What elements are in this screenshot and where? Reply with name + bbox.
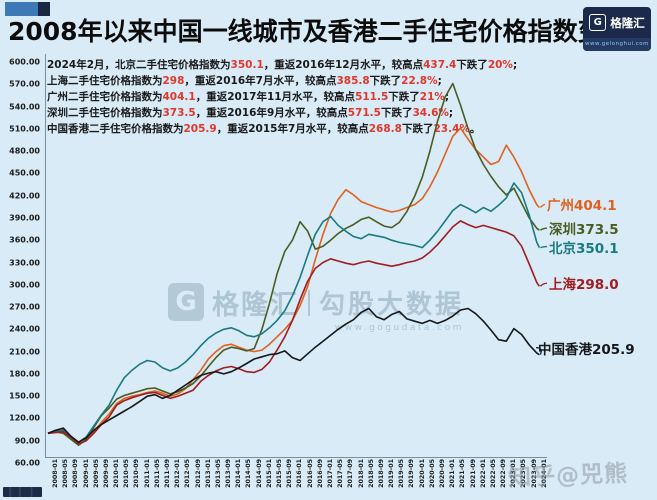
series-label-hongkong: 中国香港205.9 xyxy=(538,341,635,358)
x-axis-label: 2019-01 xyxy=(388,459,396,488)
header-decoration-navy xyxy=(38,2,50,16)
x-axis-label: 2016-05 xyxy=(306,459,314,488)
annotation-lines: 2024年2月，北京二手住宅价格指数为350.1，重返2016年12月水平，较高… xyxy=(47,57,517,137)
x-axis-label: 2020-01 xyxy=(418,459,426,488)
corner-badge-icon xyxy=(3,487,42,497)
y-axis-label: 330.00 xyxy=(9,258,40,267)
x-axis-label: 2021-01 xyxy=(449,459,457,488)
series-label-shenzhen: 深圳373.5 xyxy=(549,222,619,239)
x-axis-label: 2014-09 xyxy=(255,459,263,488)
x-axis-label: 2012-01 xyxy=(174,459,182,488)
watermark-divider xyxy=(308,289,310,316)
y-axis-label: 420.00 xyxy=(9,191,40,201)
y-axis-label: 450.00 xyxy=(9,168,40,178)
y-axis-label: 150.00 xyxy=(9,391,40,401)
gelonghui-logo-url: www.gelonghui.com xyxy=(583,38,651,51)
x-axis-label: 2018-01 xyxy=(357,459,365,488)
x-axis-label: 2019-05 xyxy=(398,459,406,488)
x-axis-label: 2011-01 xyxy=(143,459,151,488)
x-axis-label: 2022-09 xyxy=(500,459,508,488)
gelonghui-logo-name: 格隆汇 xyxy=(610,15,645,30)
x-axis-label: 2014-05 xyxy=(245,459,253,488)
page-title: 2008年以来中国一线城市及香港二手住宅价格指数变化 xyxy=(8,17,628,46)
x-axis-label: 2022-01 xyxy=(479,459,487,488)
watermark-brand: 格隆汇 xyxy=(212,290,299,321)
x-axis-label: 2011-09 xyxy=(164,459,172,488)
x-axis-label: 2017-01 xyxy=(326,459,334,488)
x-axis-label: 2012-05 xyxy=(184,459,192,488)
x-axis-label: 2020-05 xyxy=(428,459,436,488)
watermark-suffix: 勾股大数据 xyxy=(319,290,465,320)
gelonghui-g-icon: G xyxy=(589,14,607,31)
x-axis-label: 2022-05 xyxy=(489,459,497,488)
y-axis-label: 180.00 xyxy=(9,369,40,379)
y-axis-label: 60.00 xyxy=(14,458,40,468)
x-axis-label: 2015-09 xyxy=(286,459,294,488)
y-axis-label: 120.00 xyxy=(9,413,40,423)
series-label-guangzhou: 广州404.1 xyxy=(547,198,617,215)
label-connector-shanghai xyxy=(539,282,548,287)
x-axis-label: 2021-09 xyxy=(469,459,477,488)
label-connector-shenzhen xyxy=(540,227,548,231)
annotation-line: 上海二手住宅价格指数为298，重返2016年7月水平，较高点385.8下跌了22… xyxy=(47,75,442,87)
x-axis-label: 2009-01 xyxy=(82,459,90,488)
x-axis-line xyxy=(45,457,547,458)
label-connector-guangzhou xyxy=(539,203,546,208)
watermark-g-icon: G xyxy=(168,283,204,321)
x-axis-label: 2010-05 xyxy=(123,459,131,488)
x-axis-label: 2016-01 xyxy=(296,459,304,488)
y-axis-label: 300.00 xyxy=(9,280,40,290)
annotation-line: 广州二手住宅价格指数为404.1，重返2017年11月水平，较高点511.5下跌… xyxy=(47,91,450,103)
y-axis-label: 270.00 xyxy=(9,302,40,312)
x-axis-label: 2008-01 xyxy=(52,459,59,488)
x-axis-label: 2015-01 xyxy=(265,459,273,488)
y-axis-label: 360.00 xyxy=(9,235,40,245)
series-label-shanghai: 上海298.0 xyxy=(549,277,619,294)
x-axis-label: 2008-05 xyxy=(62,459,70,488)
header-decoration-blue xyxy=(5,2,38,16)
y-axis-label: 240.00 xyxy=(9,324,40,334)
y-axis-label: 210.00 xyxy=(9,347,40,357)
annotation-line: 中国香港二手住宅价格指数为205.9，重返2015年7月水平，较高点268.8下… xyxy=(47,123,481,135)
line-shenzhen xyxy=(47,82,540,447)
x-axis-label: 2017-09 xyxy=(347,459,355,488)
y-axis-label: 600.00 xyxy=(9,57,40,67)
x-axis-label: 2020-09 xyxy=(438,459,446,488)
y-axis-label: 90.00 xyxy=(14,436,40,446)
x-axis-label: 2013-09 xyxy=(225,459,233,488)
y-axis-label: 570.00 xyxy=(9,79,40,89)
x-axis-label: 2013-01 xyxy=(204,459,212,488)
y-axis-label: 480.00 xyxy=(9,146,40,156)
annotation-line: 深圳二手住宅价格指数为373.5，重返2016年9月水平，较高点571.5下跌了… xyxy=(47,107,454,119)
annotation-line: 2024年2月，北京二手住宅价格指数为350.1，重返2016年12月水平，较高… xyxy=(47,59,518,71)
x-axis-label: 2016-09 xyxy=(316,459,324,488)
y-axis-label: 390.00 xyxy=(9,213,40,223)
y-axis-line xyxy=(45,54,46,457)
x-axis-label: 2013-05 xyxy=(214,459,222,488)
x-axis-label: 2014-01 xyxy=(235,459,243,488)
corner-watermark: 知乎@兕熊 xyxy=(507,460,629,492)
x-axis-label: 2009-09 xyxy=(102,459,110,488)
y-axis-label: 540.00 xyxy=(9,102,40,112)
x-axis-label: 2011-05 xyxy=(153,459,161,488)
x-axis-label: 2009-05 xyxy=(92,459,100,488)
x-axis-label: 2021-05 xyxy=(459,459,467,488)
label-connector-beijing xyxy=(540,245,548,249)
watermark-url: www.gogudata.com xyxy=(334,323,465,333)
x-axis-label: 2019-09 xyxy=(408,459,416,488)
center-watermark: G 格隆汇 勾股大数据 www.gogudata.com xyxy=(168,283,464,333)
x-axis-label: 2018-05 xyxy=(367,459,375,488)
x-axis-label: 2018-09 xyxy=(377,459,385,488)
x-axis-label: 2015-05 xyxy=(276,459,284,488)
x-axis-label: 2008-09 xyxy=(72,459,80,488)
y-axis-label: 510.00 xyxy=(9,124,40,134)
series-label-beijing: 北京350.1 xyxy=(549,240,619,257)
x-axis-label: 2010-01 xyxy=(113,459,121,488)
x-axis-label: 2012-09 xyxy=(194,459,202,488)
x-axis-label: 2017-05 xyxy=(337,459,345,488)
x-axis-label: 2010-09 xyxy=(133,459,141,488)
gelonghui-logo: G 格隆汇 www.gelonghui.com xyxy=(583,7,651,51)
